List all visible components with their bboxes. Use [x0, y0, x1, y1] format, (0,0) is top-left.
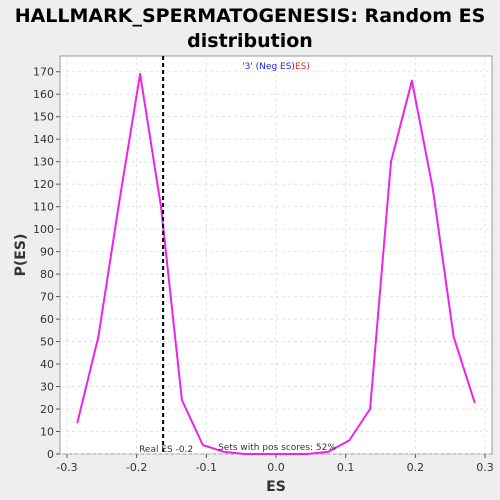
- chart-title-line1: HALLMARK_SPERMATOGENESIS: Random ES: [15, 5, 486, 27]
- x-tick-label: -0.2: [126, 461, 147, 474]
- pos-scores-label: Sets with pos scores: 52%: [218, 443, 336, 453]
- y-tick-label: 170: [33, 66, 54, 79]
- y-tick-label: 60: [40, 313, 54, 326]
- real-es-label: Real ES -0.2: [139, 445, 193, 455]
- x-tick-label: 0.0: [267, 461, 285, 474]
- data-point: [201, 444, 204, 446]
- y-tick-label: 10: [40, 426, 54, 439]
- annotation-layer: Real ES -0.2 Sets with pos scores: 52%: [139, 56, 336, 455]
- y-tick-label: 140: [33, 133, 54, 146]
- y-tick-label: 90: [40, 246, 54, 259]
- data-point: [473, 401, 476, 404]
- data-point: [452, 336, 455, 338]
- x-tick-label: 0.1: [337, 461, 355, 474]
- grid: [60, 56, 492, 455]
- axes: 0 10 20 30 40 50 60 70 80 90 100 110 120 130 140 150 160…: [33, 66, 494, 474]
- chart-title-line2: distribution: [187, 30, 313, 52]
- data-point: [431, 187, 434, 190]
- y-tick-label: 40: [40, 358, 54, 371]
- y-axis-label: P(ES): [13, 234, 29, 277]
- data-point: [160, 205, 162, 208]
- legend-neg-es: '3' (Neg ES): [242, 62, 295, 72]
- data-point: [369, 408, 371, 410]
- y-tick-label: 0: [47, 448, 54, 461]
- data-point: [327, 450, 330, 453]
- y-tick-label: 130: [33, 156, 54, 169]
- data-point: [181, 399, 183, 401]
- legend: '3' (Neg ES)ES): [242, 62, 310, 72]
- data-point: [118, 201, 121, 204]
- data-point: [97, 336, 100, 338]
- data-point: [222, 450, 225, 453]
- y-tick-label: 160: [33, 88, 54, 101]
- data-point: [410, 79, 413, 82]
- y-tick-label: 120: [33, 178, 54, 191]
- y-tick-label: 100: [33, 223, 54, 236]
- x-tick-label: -0.3: [56, 461, 77, 474]
- x-tick-label: 0.3: [476, 461, 494, 474]
- y-tick-label: 80: [40, 268, 54, 281]
- data-point: [264, 453, 267, 455]
- data-point: [306, 453, 309, 455]
- y-tick-label: 20: [40, 403, 54, 416]
- x-tick-label: -0.1: [196, 461, 217, 474]
- legend-es: ES): [295, 62, 310, 72]
- x-tick-label: 0.2: [407, 461, 425, 474]
- data-point: [243, 453, 246, 455]
- y-tick-label: 110: [33, 201, 54, 214]
- data-point: [139, 73, 142, 75]
- data-point: [390, 160, 392, 163]
- y-tick-label: 30: [40, 381, 54, 394]
- x-axis-label: ES: [266, 479, 286, 495]
- y-tick-label: 50: [40, 336, 54, 349]
- data-point: [285, 453, 288, 455]
- y-tick-label: 70: [40, 291, 54, 304]
- data-point: [76, 421, 79, 424]
- y-tick-label: 150: [33, 111, 54, 124]
- data-point: [348, 439, 351, 442]
